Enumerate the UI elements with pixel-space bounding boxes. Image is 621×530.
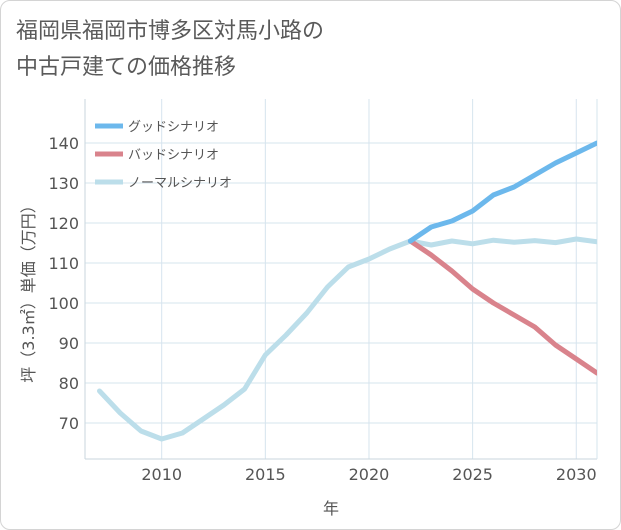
series-line-2 (407, 238, 597, 376)
y-tick-label: 90 (59, 334, 79, 353)
y-tick-label: 70 (59, 414, 79, 433)
series-line-3 (97, 236, 597, 442)
chart-title-line2: 中古戸建ての価格推移 (16, 55, 237, 80)
y-tick-label: 110 (48, 254, 79, 273)
axes: 2010 2015 2020 2025 2030 70 80 90 100 110 120 130 14… (48, 99, 598, 484)
y-tick-label: 80 (59, 374, 79, 393)
y-tick-label: 130 (48, 174, 79, 193)
legend-label-1: グッドシナリオ (128, 120, 219, 135)
series-line-1 (407, 140, 597, 244)
x-axis-label: 年 (323, 499, 339, 518)
x-tick-label: 2015 (245, 465, 286, 484)
y-tick-label: 100 (48, 294, 79, 313)
legend-label-3: ノーマルシナリオ (128, 176, 232, 191)
x-tick-label: 2010 (141, 465, 182, 484)
y-tick-label: 140 (48, 134, 79, 153)
x-tick-label: 2020 (349, 465, 390, 484)
chart-title: 福岡県福岡市博多区対馬小路の 中古戸建ての価格推移 (16, 14, 436, 86)
y-axis-label: 坪（3.3㎡）単価（万円） (19, 197, 38, 382)
chart-title-line1: 福岡県福岡市博多区対馬小路の (16, 19, 325, 44)
y-tick-label: 120 (48, 214, 79, 233)
series-group (97, 140, 597, 442)
legend-label-2: バッドシナリオ (128, 148, 219, 163)
x-tick-label: 2025 (452, 465, 493, 484)
grid-lines (85, 99, 597, 459)
x-tick-label: 2030 (556, 465, 597, 484)
